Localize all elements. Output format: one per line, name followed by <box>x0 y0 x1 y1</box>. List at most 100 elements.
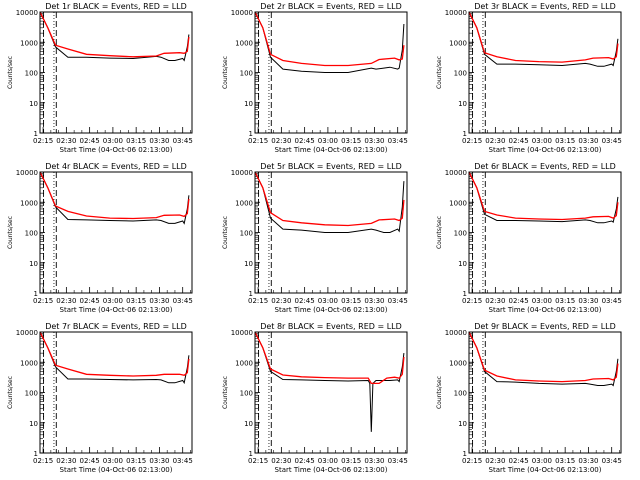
x-tick-label: 03:30 <box>578 137 598 145</box>
x-tick-label: 02:15 <box>462 457 482 465</box>
x-tick-label: 03:45 <box>602 297 622 305</box>
detector-panel-9: Det 9r BLACK = Events, RED = LLD 1 10 100 10… <box>436 322 622 474</box>
y-tick-label: 1000 <box>449 359 467 367</box>
x-tick-label: 03:15 <box>126 297 146 305</box>
x-tick-label: 02:15 <box>33 457 53 465</box>
y-tick-label: 1 <box>34 450 38 458</box>
y-tick-label: 100 <box>25 390 38 398</box>
y-tick-label: 1 <box>34 130 38 138</box>
y-tick-label: 1 <box>249 130 253 138</box>
detector-panel-5: Det 5r BLACK = Events, RED = LLD 1 10 100 10… <box>222 162 408 314</box>
y-tick-label: 10000 <box>445 329 467 337</box>
panel-title: Det 5r BLACK = Events, RED = LLD <box>260 162 402 171</box>
x-tick-label: 03:00 <box>103 297 123 305</box>
x-tick-label: 03:30 <box>149 457 169 465</box>
plot-frame <box>254 171 408 294</box>
x-tick-label: 02:30 <box>56 297 76 305</box>
series-lld-line <box>255 172 405 227</box>
y-axis-label: Counts/sec <box>436 216 443 249</box>
x-tick-label: 03:30 <box>578 457 598 465</box>
series-lld-line <box>40 172 190 220</box>
y-tick-label: 100 <box>25 230 38 238</box>
x-tick-label: 02:15 <box>462 137 482 145</box>
plot-frame <box>468 331 622 454</box>
y-axis-label: Counts/sec <box>7 216 14 249</box>
y-tick-label: 1 <box>249 450 253 458</box>
y-tick-label: 1 <box>463 450 467 458</box>
y-tick-label: 10000 <box>231 329 253 337</box>
y-tick-label: 1 <box>249 290 253 298</box>
x-axis-label: Start Time (04-Oct-06 02:13:00) <box>489 146 602 154</box>
y-tick-label: 10 <box>458 260 467 268</box>
y-tick-label: 1000 <box>235 359 253 367</box>
series-lld-line <box>469 332 619 383</box>
detector-panel-7: Det 7r BLACK = Events, RED = LLD 1 10 100 10… <box>7 322 193 474</box>
x-tick-label: 02:30 <box>271 137 291 145</box>
x-tick-label: 03:15 <box>341 457 361 465</box>
panel-title: Det 9r BLACK = Events, RED = LLD <box>474 322 616 331</box>
detector-panel-8: Det 8r BLACK = Events, RED = LLD 1 10 100 10… <box>222 322 408 474</box>
x-tick-label: 03:45 <box>173 457 193 465</box>
x-tick-label: 03:00 <box>103 457 123 465</box>
plot-frame <box>39 171 193 294</box>
y-tick-label: 10000 <box>16 9 38 17</box>
series-lld-line <box>255 332 405 385</box>
series-lld-line <box>40 12 190 58</box>
y-tick-label: 10 <box>29 420 38 428</box>
x-tick-label: 02:15 <box>33 137 53 145</box>
series-events-line <box>255 332 405 432</box>
panel-title: Det 6r BLACK = Events, RED = LLD <box>474 162 616 171</box>
x-axis-label: Start Time (04-Oct-06 02:13:00) <box>275 466 388 474</box>
series-lld-line <box>40 332 190 377</box>
y-tick-label: 10000 <box>445 169 467 177</box>
plot-frame <box>254 11 408 134</box>
x-tick-label: 03:45 <box>388 137 408 145</box>
series-lld-line <box>469 12 619 63</box>
y-tick-label: 100 <box>25 70 38 78</box>
x-tick-label: 03:45 <box>388 297 408 305</box>
x-tick-label: 02:15 <box>248 457 268 465</box>
y-tick-label: 10 <box>458 100 467 108</box>
x-tick-label: 02:45 <box>80 137 100 145</box>
y-tick-label: 10000 <box>231 9 253 17</box>
series-lld-line <box>255 12 405 67</box>
x-axis-label: Start Time (04-Oct-06 02:13:00) <box>489 466 602 474</box>
x-tick-label: 03:30 <box>364 137 384 145</box>
y-axis-label: Counts/sec <box>222 56 229 89</box>
x-tick-label: 03:15 <box>341 297 361 305</box>
y-axis-label: Counts/sec <box>7 56 14 89</box>
x-tick-label: 03:30 <box>364 457 384 465</box>
detector-panel-2: Det 2r BLACK = Events, RED = LLD 1 10 100 10… <box>222 2 408 154</box>
y-tick-label: 1000 <box>20 199 38 207</box>
x-tick-label: 03:15 <box>126 137 146 145</box>
y-tick-label: 100 <box>240 230 253 238</box>
x-tick-label: 02:15 <box>248 297 268 305</box>
y-tick-label: 10 <box>244 100 253 108</box>
y-tick-label: 1000 <box>449 199 467 207</box>
plot-frame <box>39 11 193 134</box>
x-tick-label: 02:15 <box>33 297 53 305</box>
x-tick-label: 02:15 <box>462 297 482 305</box>
y-axis-label: Counts/sec <box>7 376 14 409</box>
y-axis-label: Counts/sec <box>222 216 229 249</box>
y-tick-label: 1 <box>463 290 467 298</box>
series-events-line <box>469 332 619 387</box>
y-tick-label: 10000 <box>445 9 467 17</box>
x-tick-label: 02:45 <box>509 457 529 465</box>
plot-frame <box>254 331 408 454</box>
series-events-line <box>255 172 405 233</box>
x-tick-label: 02:45 <box>80 457 100 465</box>
plot-frame <box>468 11 622 134</box>
x-tick-label: 03:45 <box>173 297 193 305</box>
x-tick-label: 02:30 <box>56 137 76 145</box>
panel-title: Det 7r BLACK = Events, RED = LLD <box>45 322 187 331</box>
x-tick-label: 02:30 <box>485 457 505 465</box>
x-tick-label: 03:45 <box>602 137 622 145</box>
x-axis-label: Start Time (04-Oct-06 02:13:00) <box>60 466 173 474</box>
x-tick-label: 02:45 <box>295 137 315 145</box>
y-tick-label: 1000 <box>20 39 38 47</box>
y-tick-label: 1000 <box>235 199 253 207</box>
detector-panel-1: Det 1r BLACK = Events, RED = LLD 1 10 100 10… <box>7 2 193 154</box>
y-tick-label: 10 <box>244 260 253 268</box>
x-tick-label: 02:30 <box>56 457 76 465</box>
